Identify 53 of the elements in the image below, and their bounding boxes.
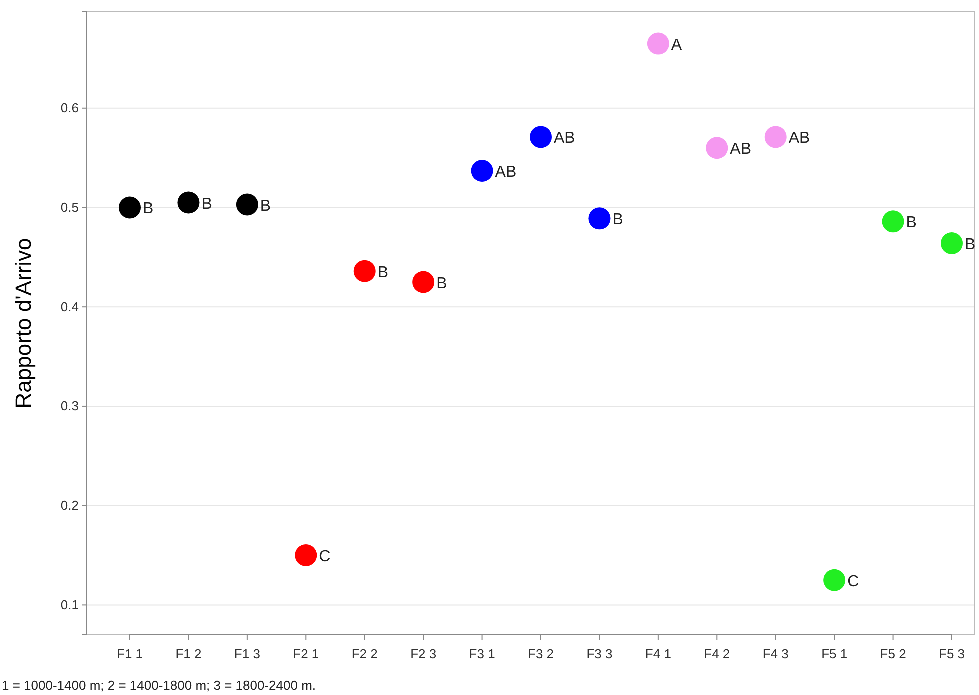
text: 1 = 1000-1400 m; 2 = 1400-1800 m; 3 = 1800-2400 m. xyxy=(2,678,316,693)
point xyxy=(824,569,846,592)
point xyxy=(530,126,552,148)
x-tick-label: F5 3 xyxy=(938,646,966,662)
x-tick-label: F5 1 xyxy=(822,646,848,662)
y-tick-label: 0.3 xyxy=(60,398,79,414)
y-tick-label: 0.2 xyxy=(60,498,79,513)
annotation: B xyxy=(436,275,448,292)
point xyxy=(295,544,318,566)
point xyxy=(941,232,963,254)
point xyxy=(119,196,141,219)
annotation: AB xyxy=(495,164,517,181)
x-tick-label: F2 3 xyxy=(410,646,437,662)
x-tick-label: F1 2 xyxy=(176,646,202,662)
annotation: AB xyxy=(554,130,576,148)
point xyxy=(412,271,435,294)
y-tick-label: 0.6 xyxy=(60,100,79,116)
x-tick-label: F2 2 xyxy=(352,646,378,662)
annotation: B xyxy=(906,214,917,232)
point xyxy=(354,260,376,282)
point xyxy=(178,192,200,214)
annotation: B xyxy=(965,236,976,254)
x-tick-label: F5 2 xyxy=(880,646,906,662)
annotation: B xyxy=(143,200,154,218)
y-tick-label: 0.5 xyxy=(60,200,79,215)
annotation: AB xyxy=(730,141,752,158)
x-tick-label: F1 3 xyxy=(234,646,260,662)
annotation: B xyxy=(202,196,212,213)
point xyxy=(706,137,728,160)
annotation: B xyxy=(378,264,389,282)
x-tick-label: F3 1 xyxy=(469,646,496,662)
x-tick-label: F4 2 xyxy=(704,646,730,662)
annotation: B xyxy=(260,198,272,215)
point xyxy=(882,210,904,233)
x-tick-label: F1 1 xyxy=(116,646,144,662)
point xyxy=(471,160,494,182)
annotation: C xyxy=(848,573,860,590)
x-tick-label: F2 1 xyxy=(293,646,320,662)
y-tick-label: 0.1 xyxy=(60,597,79,612)
x-tick-label: F4 3 xyxy=(762,646,789,662)
x-tick-label: F3 2 xyxy=(528,646,554,662)
annotation: A xyxy=(671,36,682,54)
annotation: B xyxy=(612,212,624,229)
annotation: AB xyxy=(788,130,810,148)
x-tick-label: F4 1 xyxy=(645,646,672,662)
x-tick-label: F3 3 xyxy=(586,646,613,662)
y-axis-title: Rapporto d'Arrivo xyxy=(11,238,36,409)
annotation: C xyxy=(319,548,331,566)
point xyxy=(236,194,258,216)
y-tick-label: 0.4 xyxy=(60,299,79,314)
point xyxy=(647,32,670,55)
point xyxy=(588,208,611,230)
point xyxy=(764,126,787,148)
